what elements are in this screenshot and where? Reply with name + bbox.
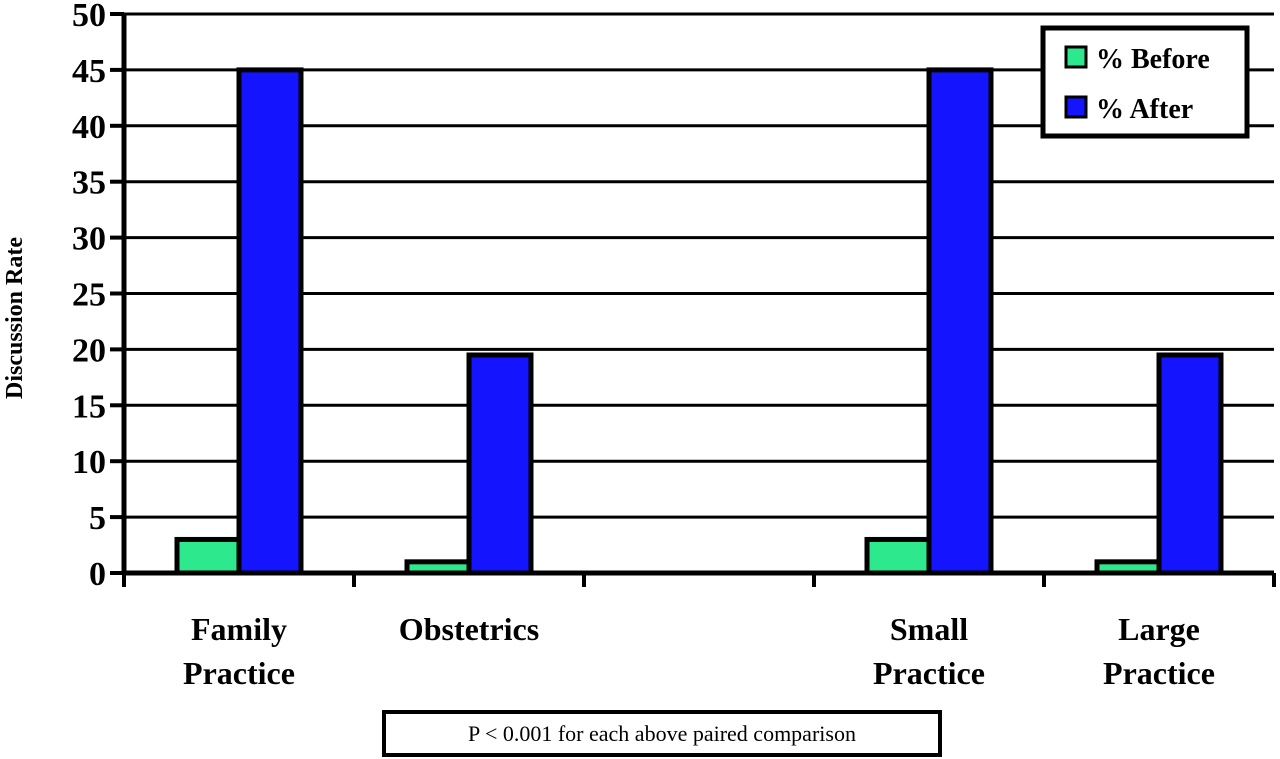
y-axis-ticks: 0 5 10 15 20 25 30 35 40 45 50	[72, 0, 124, 593]
y-tick-label-5: 5	[89, 500, 106, 537]
annotation-text: P < 0.001 for each above paired comparis…	[468, 721, 856, 746]
bar-after-3	[926, 67, 994, 576]
x-label-0-0: Family	[191, 611, 287, 647]
x-label-3-1: Practice	[873, 655, 985, 691]
y-tick-label-50: 50	[72, 0, 106, 34]
y-tick-label-35: 35	[72, 165, 106, 202]
x-axis-labels: Family Practice Obstetrics Small Practice Lar…	[183, 611, 1215, 691]
legend: % Before % After	[1040, 25, 1250, 139]
legend-label-1: % After	[1096, 94, 1193, 125]
y-tick-label-30: 30	[72, 221, 106, 258]
y-tick-label-25: 25	[72, 277, 106, 314]
y-tick-label-40: 40	[72, 109, 106, 146]
bar-after-1	[466, 352, 534, 576]
bar-before-3	[864, 536, 932, 576]
annotation-box: P < 0.001 for each above paired comparis…	[382, 710, 942, 757]
y-tick-label-15: 15	[72, 388, 106, 425]
x-label-4-0: Large	[1118, 611, 1200, 647]
gridlines	[124, 12, 1274, 519]
axes	[121, 14, 1276, 587]
bar-before-0	[174, 536, 242, 576]
legend-swatch-1	[1064, 95, 1088, 119]
x-label-4-1: Practice	[1103, 655, 1215, 691]
bars	[174, 67, 1224, 576]
x-label-1-0: Obstetrics	[399, 611, 539, 647]
y-axis-title: Discussion Rate	[2, 237, 28, 399]
annotation-frame	[382, 710, 942, 757]
y-tick-label-10: 10	[72, 444, 106, 481]
legend-swatch-0	[1064, 45, 1088, 69]
y-tick-label-0: 0	[89, 556, 106, 593]
x-label-0-1: Practice	[183, 655, 295, 691]
y-tick-label-45: 45	[72, 53, 106, 90]
bar-after-4	[1156, 352, 1224, 576]
bar-after-0	[236, 67, 304, 576]
legend-label-0: % Before	[1096, 44, 1210, 75]
x-label-3-0: Small	[890, 611, 968, 647]
y-tick-label-20: 20	[72, 332, 106, 369]
